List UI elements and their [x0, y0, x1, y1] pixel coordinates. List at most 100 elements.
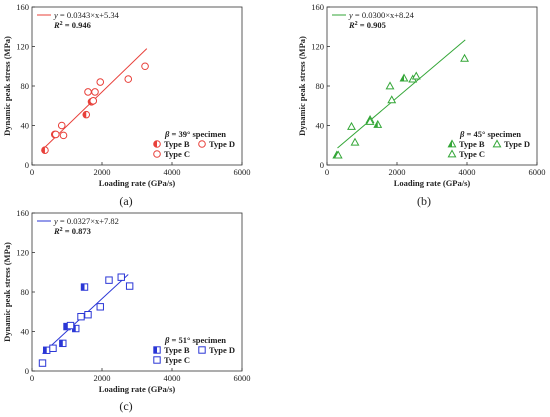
- y-tick-label: 160: [16, 2, 29, 12]
- y-tick-label: 80: [21, 287, 30, 297]
- panel-sublabel: (a): [119, 194, 132, 208]
- y-axis-label: Dynamic peak stress (MPa): [2, 36, 12, 136]
- data-point: [57, 121, 66, 130]
- data-point: [96, 78, 105, 86]
- data-point: [333, 150, 343, 159]
- data-point: [84, 88, 92, 96]
- data-point: [91, 88, 99, 96]
- data-point: [59, 131, 68, 140]
- x-tick-label: 2000: [94, 167, 111, 177]
- legend-entry: Type B: [164, 345, 190, 355]
- series-type-d: [57, 62, 149, 130]
- x-tick-label: 4000: [164, 167, 181, 177]
- data-point: [460, 53, 469, 62]
- fit-equation: y = 0.0300×x+8.24: [348, 10, 415, 20]
- legend-marker-fill: [153, 346, 157, 354]
- legend-marker-fill: [448, 140, 452, 147]
- data-point-fill: [63, 323, 67, 330]
- x-tick-label: 4000: [459, 167, 476, 177]
- legend-title: β = 51° specimen: [164, 335, 226, 345]
- chart-panel-1: 0 2000 4000 6000 0 40 80 120 160 Loading rate (GP…: [2, 2, 251, 208]
- data-point: [84, 311, 92, 319]
- y-axis-label: Dynamic peak stress (MPa): [2, 242, 12, 342]
- legend-entry: Type D: [209, 345, 235, 355]
- x-axis-label: Loading rate (GPa/s): [99, 178, 176, 188]
- fit-equation: y = 0.0327×x+7.82: [53, 216, 119, 226]
- legend-entry: Type C: [164, 355, 190, 365]
- fit-line: [337, 39, 466, 149]
- data-point: [411, 71, 421, 80]
- legend-title: β = 45° specimen: [459, 129, 521, 139]
- legend-marker-fill: [153, 140, 157, 148]
- series-type-c: [52, 88, 99, 140]
- panel-sublabel: (b): [417, 194, 431, 208]
- x-tick-label: 0: [30, 167, 34, 177]
- data-point-fill: [81, 283, 85, 291]
- x-tick-label: 2000: [94, 373, 111, 383]
- y-tick-label: 40: [21, 121, 30, 131]
- data-point: [96, 303, 104, 311]
- series-type-c: [333, 71, 421, 159]
- data-point: [365, 116, 375, 125]
- y-tick-label: 120: [16, 248, 29, 258]
- data-point: [124, 75, 133, 83]
- legend-marker: [153, 356, 161, 364]
- x-tick-label: 0: [30, 373, 34, 383]
- y-tick-label: 40: [21, 327, 30, 337]
- r-squared: R2 = 0.905: [348, 20, 386, 30]
- series-type-b: [332, 73, 409, 159]
- data-point: [77, 312, 85, 321]
- data-point-fill: [82, 111, 87, 118]
- legend-marker: [447, 149, 457, 158]
- legend-entry: Type B: [164, 139, 190, 149]
- data-point: [52, 130, 60, 139]
- x-axis-label: Loading rate (GPa/s): [394, 178, 471, 188]
- legend-marker: [198, 140, 206, 148]
- x-tick-label: 4000: [164, 373, 181, 383]
- legend-entry: Type B: [459, 139, 485, 149]
- r-squared: R2 = 0.873: [53, 226, 91, 236]
- chart-panel-2: 0 2000 4000 6000 0 40 80 120 160 Loading rate (GP…: [297, 2, 546, 208]
- x-axis-label: Loading rate (GPa/s): [99, 384, 176, 394]
- series-type-c: [49, 276, 113, 352]
- data-point-fill: [374, 120, 378, 128]
- data-point: [89, 97, 98, 105]
- data-point: [125, 282, 134, 290]
- y-tick-label: 80: [21, 81, 30, 91]
- x-tick-label: 2000: [389, 167, 406, 177]
- data-point: [117, 273, 125, 281]
- series-type-d: [38, 273, 134, 367]
- data-point: [350, 137, 360, 146]
- data-point: [141, 62, 149, 71]
- data-point: [347, 121, 356, 130]
- chart-panel-3: 0 2000 4000 6000 0 40 80 120 160 Loading rate (GP…: [2, 208, 251, 413]
- fit-equation: y = 0.0343×x+5.34: [53, 10, 120, 20]
- y-tick-label: 0: [320, 160, 324, 170]
- data-point: [385, 81, 395, 90]
- legend-entry: Type D: [209, 139, 235, 149]
- y-tick-label: 120: [16, 42, 29, 52]
- legend-entry: Type D: [504, 139, 530, 149]
- data-point-fill: [43, 347, 47, 354]
- series-type-d: [347, 53, 469, 130]
- data-point-fill: [400, 74, 404, 81]
- y-tick-label: 80: [316, 81, 325, 91]
- panel-sublabel: (c): [119, 399, 132, 413]
- y-axis-label: Dynamic peak stress (MPa): [297, 36, 307, 136]
- legend-marker: [198, 346, 206, 354]
- y-tick-label: 40: [316, 121, 325, 131]
- y-tick-label: 120: [311, 42, 324, 52]
- x-tick-label: 0: [325, 167, 329, 177]
- y-tick-label: 160: [311, 2, 324, 12]
- data-point: [387, 95, 397, 104]
- data-point: [66, 321, 75, 330]
- data-point: [49, 344, 57, 352]
- data-point: [38, 359, 47, 367]
- y-tick-label: 0: [25, 160, 29, 170]
- data-point-fill: [41, 146, 45, 154]
- data-point-fill: [59, 340, 63, 347]
- legend-title: β = 39° specimen: [164, 129, 226, 139]
- x-tick-label: 6000: [529, 167, 546, 177]
- r-squared: R2 = 0.946: [53, 20, 91, 30]
